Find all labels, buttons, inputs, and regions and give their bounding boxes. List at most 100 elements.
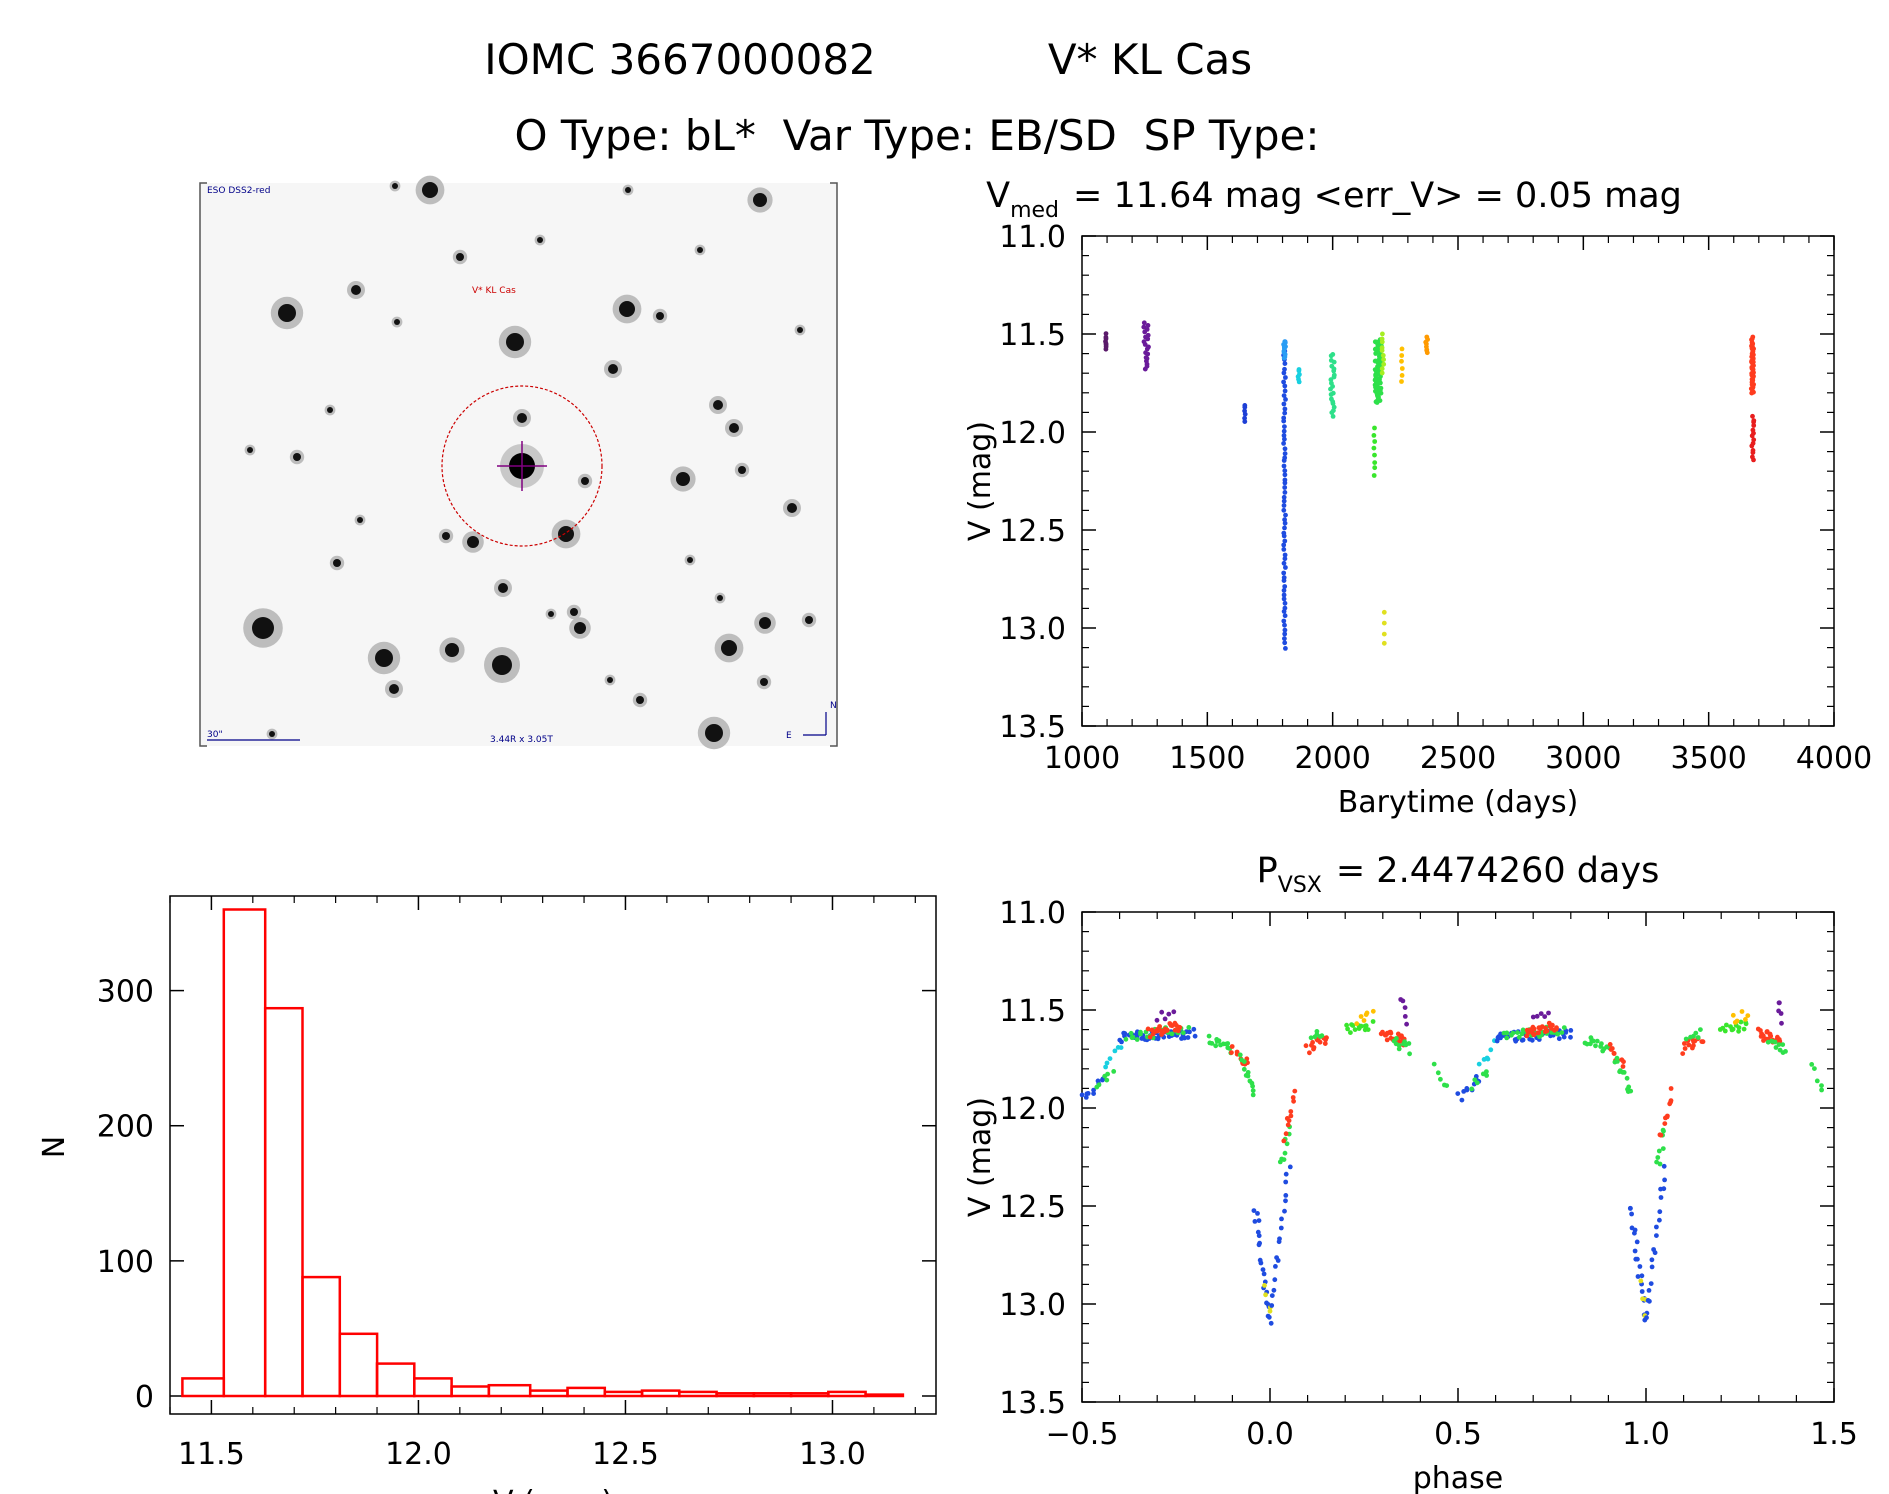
phased-point (1628, 1088, 1634, 1094)
phased-point (1515, 1030, 1520, 1035)
phased-point (1103, 1064, 1108, 1070)
lightcurve-point (1373, 384, 1378, 390)
phased-point (1107, 1056, 1113, 1061)
phased-point (1279, 1216, 1284, 1222)
phased-point (1384, 1037, 1390, 1043)
lightcurve-panel: Vmed​= 11.64 mag <err_V> = 0.05 mag 1000… (963, 176, 1872, 820)
lightcurve-point (1282, 383, 1288, 389)
y-tick-label: 12.5 (999, 514, 1066, 549)
field-star (676, 472, 690, 486)
lightcurve-point (1296, 379, 1302, 385)
y-tick-label: 13.0 (999, 612, 1066, 647)
histogram-panel: 11.5 12.0 12.5 13.0 0 100 200 300 V (mag) N (37, 895, 937, 1494)
phased-point (1323, 1037, 1328, 1043)
phased-point (1588, 1035, 1594, 1041)
phased-point (1255, 1211, 1260, 1216)
phased-point (1286, 1118, 1292, 1123)
phased-point (1783, 1049, 1788, 1054)
lightcurve-point (1282, 361, 1288, 366)
field-star (252, 617, 274, 639)
phased-point (1469, 1086, 1475, 1092)
phased-point (1543, 1025, 1548, 1031)
lightcurve-point (1282, 388, 1288, 394)
field-star (558, 526, 574, 542)
lightcurve-point (1282, 584, 1288, 589)
histogram-bar (827, 1390, 867, 1398)
phased-point (1279, 1156, 1285, 1162)
phased-point (1394, 1036, 1399, 1041)
phased-point (1504, 1030, 1510, 1036)
lightcurve-point (1399, 353, 1405, 358)
phased-point (1555, 1031, 1561, 1037)
lightcurve-point (1281, 507, 1287, 513)
phased-point (1649, 1264, 1655, 1270)
y-tick-label: 12.5 (999, 1190, 1066, 1225)
field-star (636, 696, 644, 704)
histogram-bar (487, 1383, 532, 1398)
phased-point (1404, 1021, 1409, 1027)
phased-point (1730, 1012, 1736, 1018)
phased-point (1241, 1066, 1247, 1072)
lightcurve-point (1379, 366, 1385, 372)
phased-point (1290, 1095, 1296, 1100)
phased-point (1085, 1091, 1091, 1096)
x-tick-label: 12.5 (592, 1437, 659, 1472)
phased-point (1660, 1127, 1666, 1133)
phased-point (1317, 1039, 1323, 1045)
x-tick-label: 1500 (1169, 741, 1245, 776)
phased-point (1734, 1018, 1740, 1024)
phased-point (1182, 1035, 1187, 1041)
phased-point (1241, 1059, 1247, 1064)
lightcurve-point (1379, 348, 1385, 353)
phased-point (1096, 1082, 1102, 1088)
phased-point (1273, 1264, 1278, 1269)
field-star (574, 622, 586, 634)
phased-point (1345, 1026, 1350, 1032)
field-star (445, 643, 459, 657)
phased-point (1819, 1087, 1824, 1093)
lightcurve-point (1282, 366, 1287, 372)
phased-point (1431, 1061, 1437, 1067)
lightcurve-point (1141, 320, 1147, 326)
phased-ylabel: V (mag) (963, 1097, 998, 1217)
phased-point (1488, 1047, 1494, 1053)
phased-point (1365, 1027, 1371, 1032)
phased-point (1635, 1256, 1640, 1262)
lightcurve-point (1242, 411, 1248, 417)
lightcurve-point (1281, 592, 1287, 598)
phased-point (1516, 1034, 1522, 1040)
lightcurve-point (1371, 473, 1377, 478)
phased-point (1272, 1277, 1278, 1283)
phased-point (1079, 1092, 1085, 1098)
phased-point (1292, 1088, 1298, 1094)
field-star (492, 655, 512, 675)
field-star (721, 640, 737, 656)
lightcurve-point (1282, 622, 1287, 628)
phased-point (1634, 1239, 1640, 1245)
histogram-bar (752, 1392, 793, 1398)
phased-point (1524, 1027, 1530, 1033)
y-tick-label: 12.0 (999, 1092, 1066, 1127)
phased-point (1267, 1308, 1273, 1314)
lightcurve-point (1242, 419, 1248, 424)
phased-point (1758, 1028, 1763, 1033)
phased-point (1128, 1030, 1134, 1036)
phased-point (1767, 1032, 1773, 1038)
lightcurve-point (1282, 468, 1288, 474)
lightcurve-point (1381, 609, 1387, 615)
phased-point (1693, 1030, 1699, 1036)
lightcurve-point (1281, 570, 1287, 576)
lightcurve-point (1282, 480, 1288, 486)
histogram-bars (181, 908, 905, 1398)
phased-point (1776, 1042, 1782, 1047)
phased-point (1624, 1075, 1630, 1081)
phased-point (1644, 1315, 1649, 1321)
lightcurve-point (1381, 357, 1386, 362)
phased-point (1234, 1049, 1240, 1055)
phased-point (1485, 1056, 1491, 1062)
phased-point (1162, 1016, 1168, 1022)
phased-point (1658, 1132, 1664, 1138)
field-star (713, 400, 723, 410)
phased-point (1484, 1069, 1489, 1074)
